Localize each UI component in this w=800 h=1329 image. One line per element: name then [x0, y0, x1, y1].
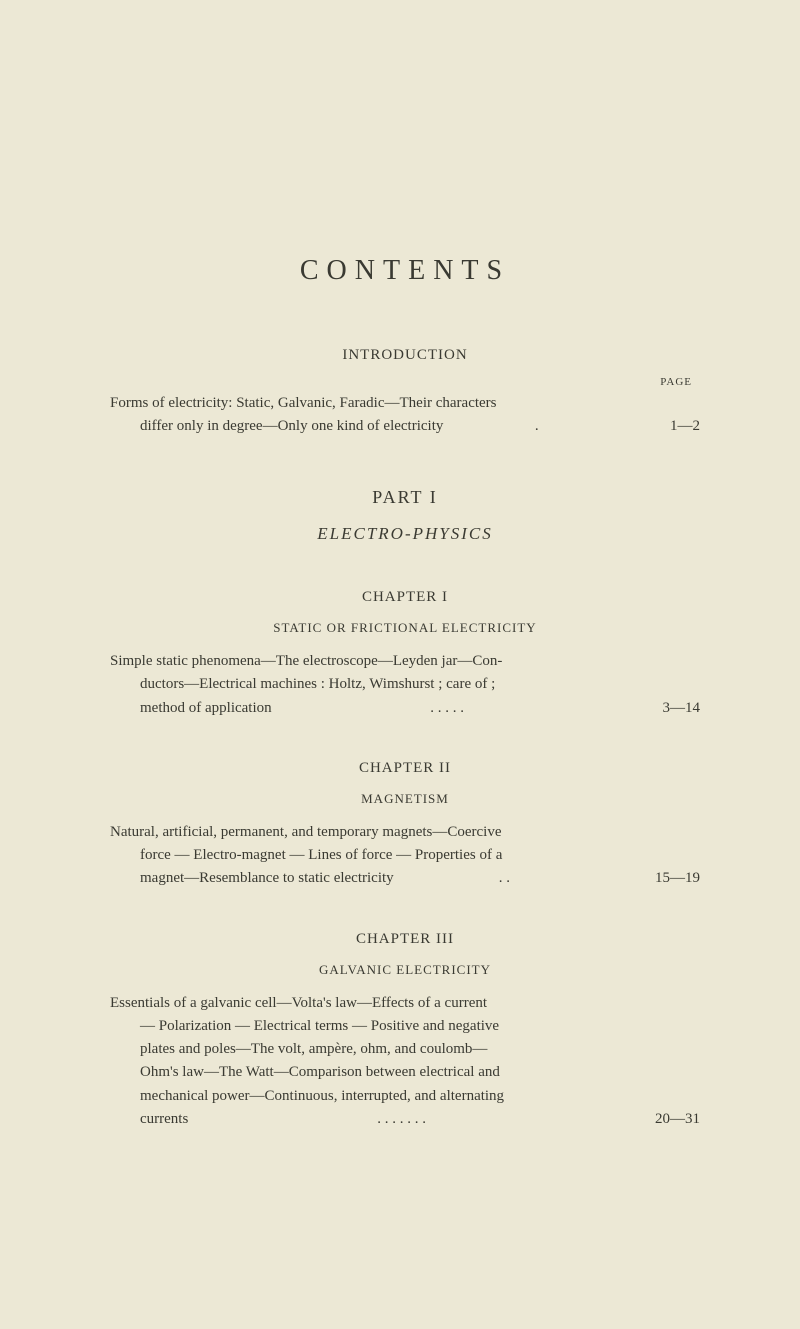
- chapter-1-last-row: method of application . . . . . 3—14: [110, 697, 700, 720]
- chapter-2-line-2: force — Electro-magnet — Lines of force …: [110, 844, 700, 867]
- chapter-3-last-left: currents: [140, 1108, 188, 1131]
- chapter-1-heading: CHAPTER I: [110, 589, 700, 606]
- page-title: CONTENTS: [110, 255, 700, 287]
- intro-line-2-text: differ only in degree—Only one kind of e…: [140, 415, 443, 438]
- intro-pages: 1—2: [670, 415, 700, 438]
- chapter-3-heading: CHAPTER III: [110, 931, 700, 948]
- intro-line-1: Forms of electricity: Static, Galvanic, …: [110, 392, 700, 415]
- chapter-2-last-row: magnet—Resemblance to static electricity…: [110, 867, 700, 890]
- chapter-1-line-2: ductors—Electrical machines : Holtz, Wim…: [110, 673, 700, 696]
- intro-last-line: differ only in degree—Only one kind of e…: [110, 415, 700, 438]
- chapter-2-dots: . .: [394, 867, 615, 890]
- chapter-3-dots: . . . . . . .: [188, 1108, 615, 1131]
- chapter-3-entry: Essentials of a galvanic cell—Volta's la…: [110, 992, 700, 1132]
- chapter-2-heading: CHAPTER II: [110, 760, 700, 777]
- chapter-1-line-1: Simple static phenomena—The electroscope…: [110, 650, 700, 673]
- chapter-3-pages: 20—31: [655, 1108, 700, 1131]
- introduction-entry: Forms of electricity: Static, Galvanic, …: [110, 392, 700, 437]
- introduction-heading: INTRODUCTION: [110, 347, 700, 364]
- chapter-3-line-3: plates and poles—The volt, ampère, ohm, …: [110, 1038, 700, 1061]
- chapter-2-subheading: MAGNETISM: [110, 791, 700, 807]
- chapter-1-entry: Simple static phenomena—The electroscope…: [110, 650, 700, 720]
- chapter-2-pages: 15—19: [655, 867, 700, 890]
- chapter-1-subheading: STATIC OR FRICTIONAL ELECTRICITY: [110, 620, 700, 636]
- chapter-3-line-2: — Polarization — Electrical terms — Posi…: [110, 1015, 700, 1038]
- chapter-3-line-5: mechanical power—Continuous, interrupted…: [110, 1085, 700, 1108]
- chapter-2-last-left: magnet—Resemblance to static electricity: [140, 867, 394, 890]
- part-subheading: ELECTRO-PHYSICS: [110, 524, 700, 544]
- chapter-3-last-row: currents . . . . . . . 20—31: [110, 1108, 700, 1131]
- chapter-2-entry: Natural, artificial, permanent, and temp…: [110, 821, 700, 891]
- chapter-2-line-1: Natural, artificial, permanent, and temp…: [110, 821, 700, 844]
- page-label: PAGE: [110, 376, 700, 388]
- intro-dot: .: [535, 415, 539, 438]
- chapter-3-line-4: Ohm's law—The Watt—Comparison between el…: [110, 1061, 700, 1084]
- chapter-3-line-1: Essentials of a galvanic cell—Volta's la…: [110, 992, 700, 1015]
- chapter-1-pages: 3—14: [663, 697, 701, 720]
- chapter-1-last-left: method of application: [140, 697, 272, 720]
- chapter-3-subheading: GALVANIC ELECTRICITY: [110, 962, 700, 978]
- part-heading: PART I: [110, 487, 700, 508]
- chapter-1-dots: . . . . .: [272, 697, 623, 720]
